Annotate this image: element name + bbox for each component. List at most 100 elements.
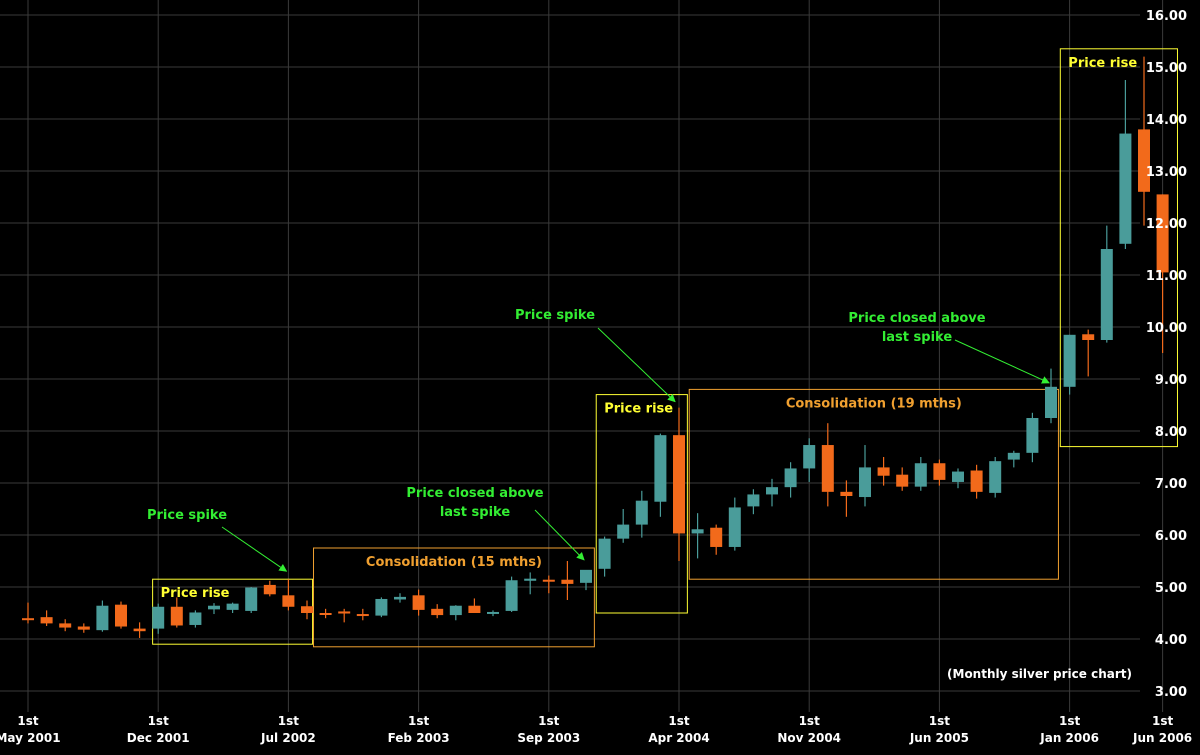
y-tick-label: 10.00 (1146, 321, 1187, 336)
callout-spike-2004-arrow (597, 327, 676, 403)
candle-body (989, 461, 1002, 493)
candle-body (859, 467, 871, 498)
candle-body (96, 605, 109, 631)
callouts: Price spike Price closed above last spike P… (147, 308, 1050, 572)
candle-body (77, 626, 90, 630)
x-tick-label-top: 1st (148, 714, 169, 728)
candle-body (356, 614, 369, 617)
candle-body (766, 487, 778, 495)
x-tick-label-top: 1st (278, 714, 299, 728)
candle-body (412, 595, 425, 610)
candle-body (524, 578, 537, 581)
x-tick-label-top: 1st (668, 714, 689, 728)
candle-body (1007, 452, 1020, 460)
candle-body (319, 613, 332, 615)
x-tick-label-bottom: Jul 2002 (260, 731, 316, 745)
x-tick-label-bottom: Nov 2004 (777, 731, 841, 745)
candle-body (877, 467, 890, 476)
candle-body (1100, 249, 1113, 340)
y-tick-label: 4.00 (1155, 633, 1187, 648)
candles (22, 56, 1169, 638)
candle-body (914, 463, 927, 487)
candle-body (673, 435, 685, 534)
candle-body (784, 468, 797, 488)
box-price-rise-2-label: Price rise (604, 402, 673, 417)
callout-spike-2002-arrow (221, 526, 288, 572)
candle-body (1045, 386, 1057, 418)
box-consol-15 (313, 547, 595, 648)
candle-body (580, 569, 592, 583)
box-price-rise-1-label: Price rise (161, 586, 230, 601)
candle-body (933, 463, 946, 480)
candle-body (487, 611, 499, 614)
candle-body (59, 623, 72, 628)
box-price-rise-3-label: Price rise (1068, 56, 1137, 71)
box-price-rise-2 (595, 394, 688, 614)
candle-body (691, 529, 704, 534)
callout-closed-above-2003-line1: Price closed above (406, 486, 543, 501)
candle-body (617, 524, 630, 539)
y-tick-label: 12.00 (1146, 217, 1187, 232)
callout-closed-above-2005-arrow (954, 339, 1050, 384)
box-consol-15-label: Consolidation (15 mths) (366, 555, 542, 570)
candle-body (598, 538, 611, 569)
x-tick-label-bottom: May 2001 (0, 731, 61, 745)
candle-body (263, 584, 276, 595)
x-tick-label-top: 1st (1152, 714, 1173, 728)
candle-body (301, 606, 313, 613)
candle-body (635, 500, 648, 525)
candle-body (208, 605, 220, 610)
candle-body (747, 494, 760, 507)
callout-closed-above-2005-line1: Price closed above (848, 311, 985, 326)
y-tick-label: 7.00 (1155, 477, 1187, 492)
candle-body (821, 445, 834, 492)
callout-spike-2004-text: Price spike (515, 308, 595, 323)
candle-body (375, 598, 388, 616)
y-tick-label: 8.00 (1155, 425, 1187, 440)
x-tick-label-bottom: Jun 2005 (909, 731, 969, 745)
y-axis-ticks: 3.00 4.00 5.00 6.00 7.00 8.00 9.00 10.00 11.00 12… (1146, 9, 1187, 700)
y-tick-label: 13.00 (1146, 165, 1187, 180)
box-consol-19-label: Consolidation (19 mths) (786, 396, 962, 411)
candle-body (245, 587, 258, 611)
candle-body (226, 603, 239, 610)
box-price-rise-3 (1059, 48, 1178, 448)
callout-spike-2002-text: Price spike (147, 508, 227, 523)
candle-body (542, 579, 555, 582)
y-tick-label: 5.00 (1155, 581, 1187, 596)
x-tick-label-bottom: Jun 2006 (1132, 731, 1192, 745)
y-tick-label: 11.00 (1146, 269, 1187, 284)
candle-body (952, 471, 964, 482)
callout-closed-above-2003-line2: last spike (440, 505, 511, 520)
callout-closed-above-2003-arrow (534, 509, 585, 561)
x-tick-label-bottom: Jan 2006 (1039, 731, 1099, 745)
candle-body (40, 617, 53, 624)
candle-body (338, 611, 351, 614)
candle-body (22, 618, 34, 621)
grid-lines (0, 0, 1164, 712)
x-tick-label-top: 1st (17, 714, 38, 728)
candle-body (1063, 334, 1076, 387)
x-tick-label-bottom: Dec 2001 (127, 731, 190, 745)
candle-body (170, 606, 183, 626)
x-tick-label-top: 1st (799, 714, 820, 728)
candle-body (1119, 133, 1132, 244)
candle-body (1082, 334, 1095, 340)
candle-body (189, 612, 202, 625)
candle-body (728, 507, 741, 547)
candle-body (115, 604, 127, 627)
y-tick-label: 14.00 (1146, 113, 1187, 128)
candle-body (840, 491, 853, 496)
candle-body (505, 580, 518, 611)
candle-body (561, 579, 574, 584)
candle-body (710, 527, 723, 547)
y-tick-label: 9.00 (1155, 373, 1187, 388)
x-tick-label-top: 1st (408, 714, 429, 728)
y-tick-label: 3.00 (1155, 685, 1187, 700)
x-axis-ticks: 1st May 2001 1st Dec 2001 1st Jul 2002 1st Feb … (0, 714, 1192, 745)
candle-body (449, 605, 462, 616)
candle-body (394, 596, 406, 600)
y-tick-label: 6.00 (1155, 529, 1187, 544)
